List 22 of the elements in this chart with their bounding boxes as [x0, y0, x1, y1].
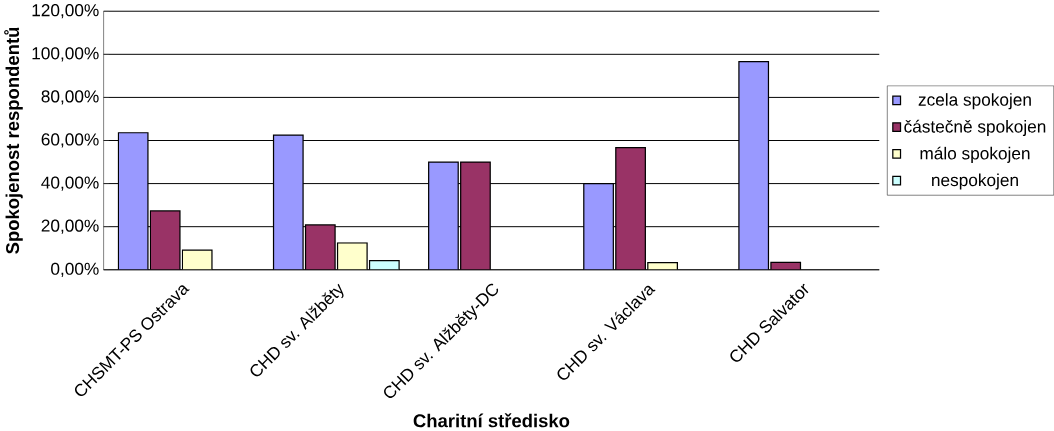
y-tick-label: 40,00% — [41, 176, 99, 191]
y-tick-label: 20,00% — [41, 219, 99, 234]
bar — [615, 146, 646, 270]
y-tick-label: 120,00% — [32, 3, 99, 19]
legend-label: zcela spokojen — [918, 92, 1031, 110]
legend-label: částečně spokojen — [904, 119, 1046, 136]
y-axis-title: Spokojenost respondentů — [4, 27, 23, 254]
bar — [304, 224, 336, 270]
bar — [117, 131, 149, 270]
bar — [149, 210, 181, 270]
y-tick-label: 80,00% — [41, 90, 99, 105]
y-tick-label: 0,00% — [51, 262, 99, 277]
bar — [583, 182, 614, 270]
y-tick-label: 60,00% — [41, 133, 99, 148]
legend-label: nespokojen — [932, 173, 1018, 190]
bar — [428, 161, 459, 270]
bar — [272, 134, 304, 270]
bar — [738, 60, 770, 270]
y-tick-label: 100,00% — [32, 46, 99, 62]
x-axis-title: Charitní středisko — [413, 413, 570, 428]
bar — [460, 161, 491, 270]
legend-label: málo spokojen — [920, 146, 1030, 163]
